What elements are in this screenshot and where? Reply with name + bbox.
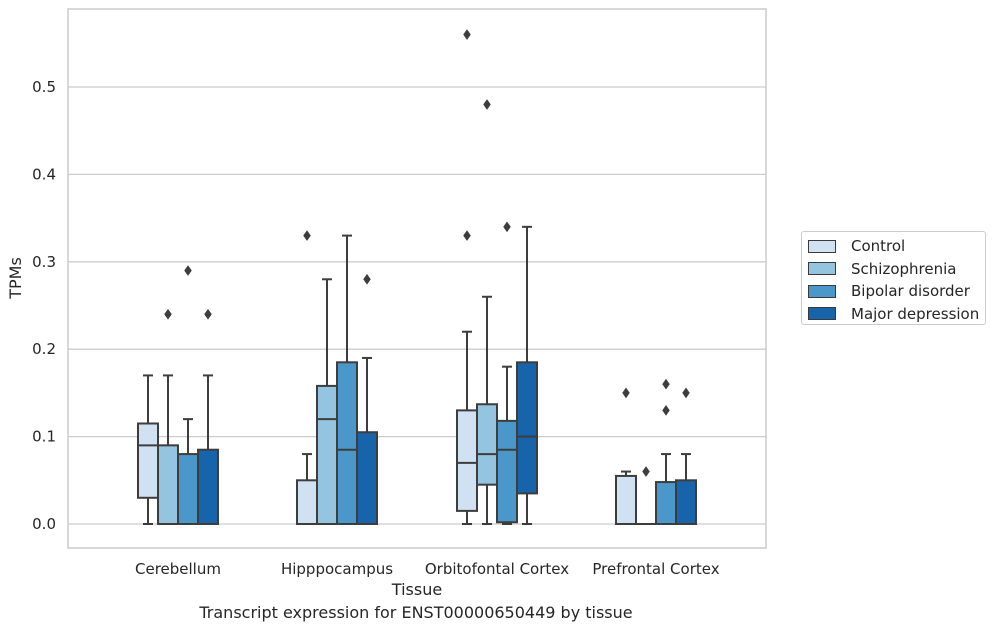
legend-label-bipolar-disorder: Bipolar disorder (851, 282, 970, 301)
legend-swatch-schizophrenia (808, 262, 836, 276)
outlier-point (463, 230, 471, 242)
legend-item-schizophrenia: Schizophrenia (808, 258, 985, 281)
outlier-point (483, 99, 491, 110)
outlier-point (503, 221, 511, 233)
box-group (137, 374, 159, 525)
legend-label-major-depression: Major depression (851, 304, 980, 323)
box (516, 361, 538, 495)
outlier-point (642, 466, 650, 477)
box-group (177, 265, 199, 525)
legend-item-control: Control (808, 235, 985, 258)
x-tick-label: Hipppocampus (281, 560, 393, 578)
box (675, 479, 697, 525)
legend: Control Schizophrenia Bipolar disorder M… (801, 231, 986, 325)
box (496, 419, 518, 524)
box-group (296, 230, 318, 525)
box (655, 481, 677, 526)
outlier-point (682, 387, 690, 399)
y-tick-label: 0.4 (32, 165, 56, 183)
y-tick-label: 0.5 (32, 78, 56, 96)
box (316, 384, 338, 525)
box-group (476, 99, 498, 525)
outlier-point (463, 29, 471, 40)
box (197, 448, 219, 525)
y-tick-label: 0.1 (32, 428, 56, 446)
legend-item-bipolar-disorder: Bipolar disorder (808, 280, 985, 303)
outlier-point (363, 273, 371, 285)
plot-frame (67, 8, 767, 549)
box-group (316, 278, 338, 525)
box-group (516, 225, 538, 525)
y-tick-label: 0.3 (32, 253, 56, 271)
x-tick-labels: Cerebellum Hipppocampus Orbitofontal Corte… (135, 560, 720, 578)
box (615, 474, 637, 525)
box (456, 409, 478, 512)
legend-swatch-bipolar-disorder (808, 284, 836, 298)
x-tick-label: Orbitofontal Cortex (425, 560, 569, 578)
y-tick-label: 0.0 (32, 515, 56, 533)
box-group (675, 387, 697, 525)
boxes-layer (137, 29, 697, 526)
box (356, 431, 378, 526)
box-group (336, 234, 358, 525)
x-axis-label: Tissue (391, 580, 442, 599)
outlier-point (164, 308, 172, 320)
box (157, 444, 179, 525)
legend-item-major-depression: Major depression (808, 303, 985, 326)
x-tick-label: Cerebellum (135, 560, 221, 578)
box-group (356, 273, 378, 526)
box-group (157, 308, 179, 525)
x-tick-label: Prefrontal Cortex (592, 560, 719, 578)
legend-label-schizophrenia: Schizophrenia (851, 259, 957, 278)
box (476, 403, 498, 486)
box (137, 422, 159, 499)
legend-swatch-major-depression (808, 307, 836, 321)
y-axis-label: TPMs (6, 257, 25, 300)
box (296, 479, 318, 525)
box-group (655, 378, 677, 526)
box-group (615, 387, 637, 525)
legend-label-control: Control (851, 237, 906, 256)
box (177, 453, 199, 525)
box (336, 361, 358, 525)
legend-swatch-control (808, 239, 836, 253)
outlier-point (662, 404, 670, 416)
outlier-point (662, 378, 670, 390)
box-group (635, 466, 657, 526)
outlier-point (204, 308, 212, 320)
y-tick-label: 0.2 (32, 340, 56, 358)
outlier-point (622, 387, 630, 399)
outlier-point (184, 265, 192, 276)
y-tick-labels: 0.0 0.1 0.2 0.3 0.4 0.5 (32, 78, 56, 533)
outlier-point (303, 230, 311, 242)
box-group (197, 308, 219, 525)
box-group (496, 221, 518, 525)
box-group (456, 29, 478, 525)
chart-caption: Transcript expression for ENST0000065044… (199, 603, 633, 622)
